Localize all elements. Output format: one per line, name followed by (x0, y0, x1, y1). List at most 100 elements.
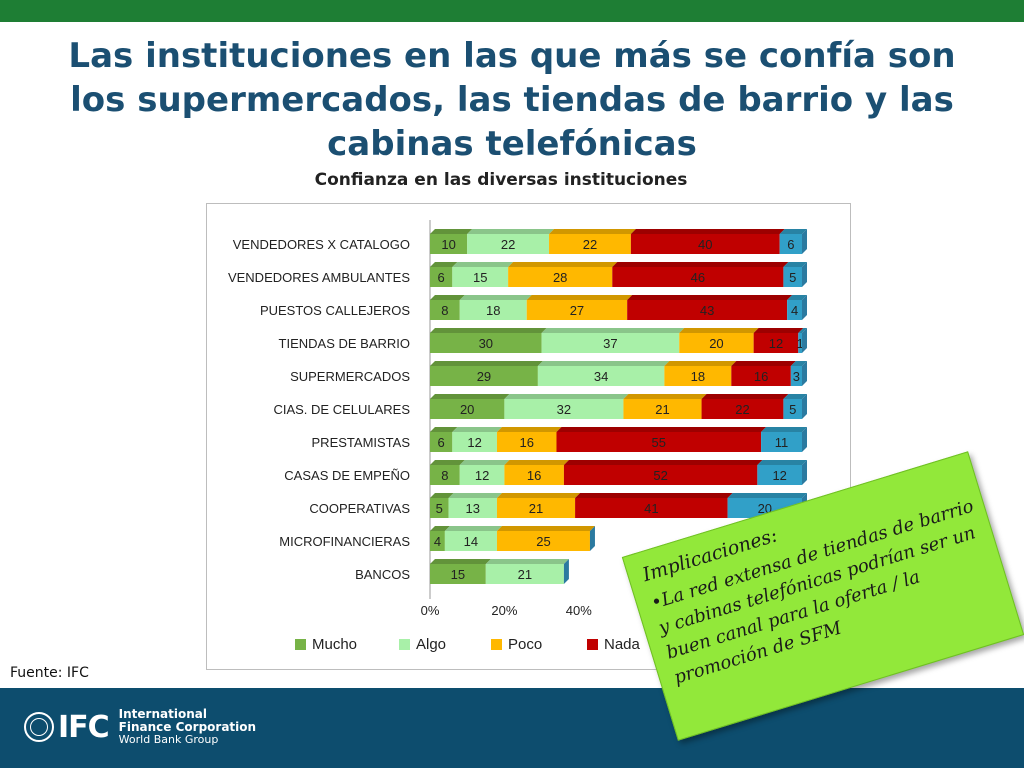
bar-top-face (537, 361, 670, 366)
bar-top-face (757, 460, 807, 465)
legend-label: Poco (508, 636, 542, 653)
bar-segment (504, 465, 564, 485)
x-tick-label: 0% (421, 603, 440, 618)
bar-top-face (630, 229, 785, 234)
bar-segment (430, 531, 445, 551)
bar-top-face (701, 394, 789, 399)
bar-segment (731, 366, 791, 386)
bar-segment (541, 333, 680, 353)
bar-top-face (496, 427, 562, 432)
bar-side-face (802, 229, 807, 254)
bar-segment (779, 234, 802, 254)
data-label: 28 (553, 270, 567, 285)
bar-top-face (563, 460, 763, 465)
bar-segment (787, 300, 802, 320)
note-content: Implicaciones: •La red extensa de tienda… (639, 464, 1003, 692)
top-green-bar (0, 0, 1024, 22)
legend-swatch (295, 639, 306, 650)
category-label: CIAS. DE CELULARES (273, 402, 410, 417)
bar-segment (459, 300, 527, 320)
bar-top-face (798, 328, 807, 333)
bar-top-face (504, 460, 569, 465)
data-label: 43 (700, 303, 714, 318)
globe-icon (24, 712, 54, 742)
data-label: 22 (735, 402, 749, 417)
bar-top-face (779, 229, 807, 234)
bar-segment (798, 333, 802, 353)
bar-segment (430, 234, 468, 254)
sticky-note: Implicaciones: •La red extensa de tienda… (621, 451, 1024, 741)
bar-top-face (664, 361, 737, 366)
bar-top-face (467, 229, 555, 234)
data-label: 4 (791, 303, 798, 318)
bar-segment (448, 498, 497, 518)
data-label: 29 (477, 369, 491, 384)
bar-top-face (430, 493, 454, 498)
legend-label: Mucho (312, 636, 357, 653)
bar-segment (790, 366, 802, 386)
chart-frame: VENDEDORES X CATALOGO 10 22 22 40 6 VENDEDORES… (206, 203, 851, 670)
bar-top-face (430, 394, 510, 399)
bar-side-face (802, 295, 807, 320)
category-label: PUESTOS CALLEJEROS (260, 303, 410, 318)
bar-top-face (627, 295, 793, 300)
bar-segment (496, 531, 590, 551)
category-label: COOPERATIVAS (309, 501, 410, 516)
data-label: 37 (603, 336, 617, 351)
bar-segment (459, 465, 505, 485)
bar-side-face (563, 559, 569, 584)
logo-text: International Finance Corporation World … (119, 708, 256, 746)
data-label: 16 (527, 468, 541, 483)
bar-segment (575, 498, 728, 518)
data-label: 21 (655, 402, 669, 417)
data-label: 12 (769, 336, 783, 351)
bar-top-face (430, 361, 543, 366)
bar-segment (556, 432, 762, 452)
bar-top-face (783, 394, 807, 399)
data-label: 13 (466, 501, 480, 516)
category-label: TIENDAS DE BARRIO (279, 336, 410, 351)
bar-top-face (504, 394, 629, 399)
bar-top-face (612, 262, 789, 267)
category-label: CASAS DE EMPEÑO (284, 468, 410, 483)
data-label: 8 (441, 303, 448, 318)
legend-label: Algo (416, 636, 446, 653)
bar-top-face (541, 328, 685, 333)
data-label: 55 (652, 435, 666, 450)
logo-line1: International (118, 707, 207, 721)
bar-top-face (508, 262, 618, 267)
bar-segment (757, 465, 802, 485)
data-label: 11 (775, 435, 789, 450)
bar-segment (783, 399, 802, 419)
data-label: 12 (772, 468, 786, 483)
bar-segment (430, 465, 460, 485)
bar-segment (627, 300, 788, 320)
data-label: 20 (460, 402, 474, 417)
bar-segment (430, 366, 538, 386)
bar-top-face (526, 295, 633, 300)
category-label: MICROFINANCIERAS (279, 534, 410, 549)
data-label: 52 (653, 468, 667, 483)
category-label: SUPERMERCADOS (290, 369, 410, 384)
bar-segment (537, 366, 665, 386)
data-label: 5 (789, 402, 796, 417)
bar-top-face (452, 427, 502, 432)
bar-segment (504, 399, 624, 419)
bar-segment (485, 564, 564, 584)
data-label: 18 (486, 303, 500, 318)
bar-side-face (802, 262, 807, 287)
bar-side-face (802, 361, 807, 386)
bar-side-face (589, 526, 595, 551)
bar-top-face (459, 460, 510, 465)
x-tick-label: 20% (491, 603, 517, 618)
bar-segment (783, 267, 802, 287)
data-label: 3 (793, 369, 800, 384)
bar-segment (630, 234, 780, 254)
bar-top-face (496, 493, 581, 498)
bar-top-face (430, 559, 491, 564)
data-label: 4 (434, 534, 441, 549)
data-label: 15 (451, 567, 465, 582)
data-label: 8 (441, 468, 448, 483)
bar-top-face (753, 328, 804, 333)
data-label: 16 (519, 435, 533, 450)
